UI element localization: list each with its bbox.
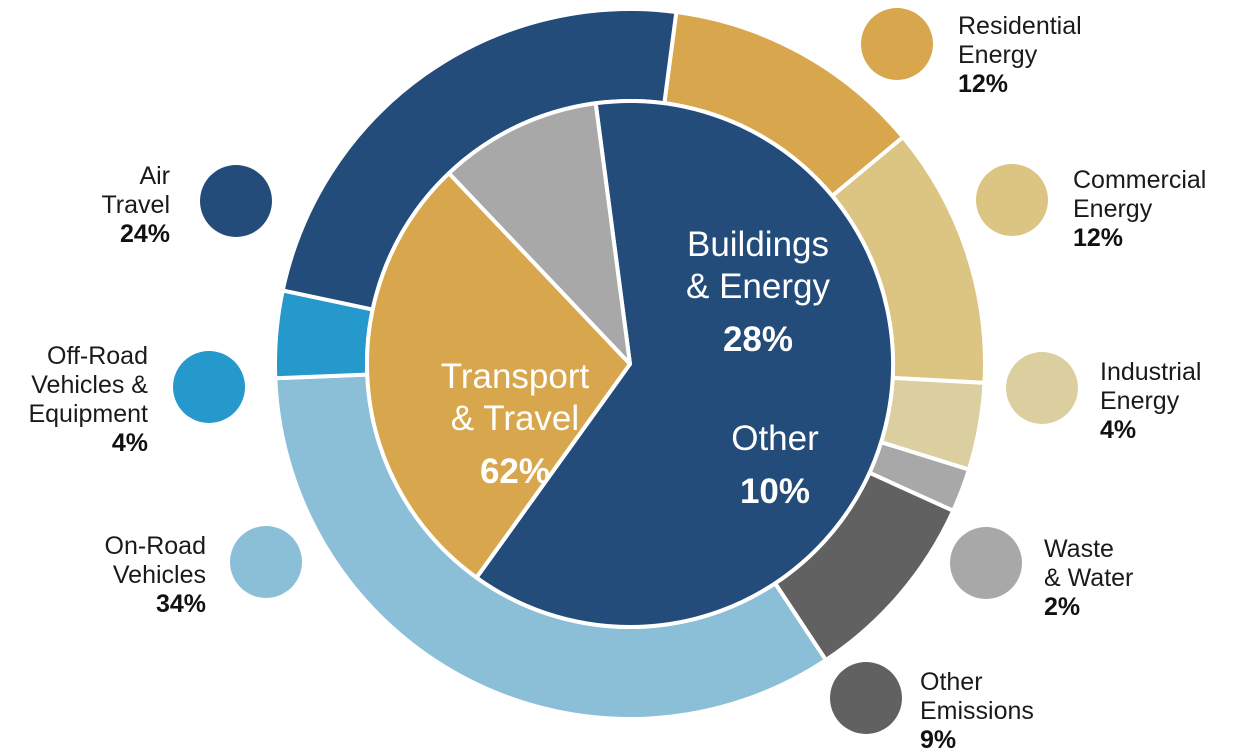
inner-value: 62% bbox=[480, 452, 550, 491]
legend-dot-other-emissions bbox=[830, 662, 902, 734]
legend-dot-air-travel bbox=[200, 165, 272, 237]
legend-label-residential-energy: Residential Energy 12% bbox=[958, 12, 1082, 98]
legend-label-commercial-energy: Commercial Energy 12% bbox=[1073, 166, 1206, 252]
inner-label-other: Other 10% bbox=[731, 419, 819, 511]
inner-slice-other bbox=[446, 101, 632, 366]
legend-value: 2% bbox=[1044, 593, 1080, 621]
inner-slice-buildings-energy bbox=[365, 171, 632, 580]
legend-dot-industrial-energy bbox=[1006, 352, 1078, 424]
inner-labels: Transport & Travel 62% Buildings & Energy 28%… bbox=[441, 225, 831, 511]
legend-label-industrial-energy: Industrial Energy 4% bbox=[1100, 358, 1201, 444]
legend-dot-on-road-vehicles bbox=[230, 526, 302, 598]
legend-dot-off-road-vehicles-equipment bbox=[173, 351, 245, 423]
legend-dot-commercial-energy bbox=[976, 164, 1048, 236]
legend-label-off-road-vehicles-equipment: Off-Road Vehicles & Equipment 4% bbox=[28, 342, 148, 457]
legend-value: 12% bbox=[958, 70, 1008, 98]
inner-pie bbox=[365, 99, 895, 629]
inner-value: 10% bbox=[740, 472, 810, 511]
inner-label-buildings-energy: Buildings & Energy 28% bbox=[686, 225, 830, 359]
legend-value: 4% bbox=[1100, 416, 1136, 444]
legend-value: 12% bbox=[1073, 224, 1123, 252]
legend-label-air-travel: Air Travel 24% bbox=[101, 162, 170, 248]
legend-label-on-road-vehicles: On-Road Vehicles 34% bbox=[105, 532, 206, 618]
inner-value: 28% bbox=[723, 320, 793, 359]
legend-label-other-emissions: Other Emissions 9% bbox=[920, 668, 1034, 754]
legend-label-waste-water: Waste & Water 2% bbox=[1044, 535, 1133, 621]
inner-slice-transport-travel bbox=[474, 99, 895, 629]
legend: Residential Energy 12% Commercial Energy 12% I… bbox=[28, 8, 1206, 754]
legend-dot-waste-water bbox=[950, 527, 1022, 599]
legend-value: 24% bbox=[120, 220, 170, 248]
legend-dot-residential-energy bbox=[861, 8, 933, 80]
legend-value: 34% bbox=[156, 590, 206, 618]
legend-value: 9% bbox=[920, 726, 956, 754]
inner-label-transport-travel: Transport & Travel 62% bbox=[441, 357, 590, 491]
legend-value: 4% bbox=[112, 429, 148, 457]
